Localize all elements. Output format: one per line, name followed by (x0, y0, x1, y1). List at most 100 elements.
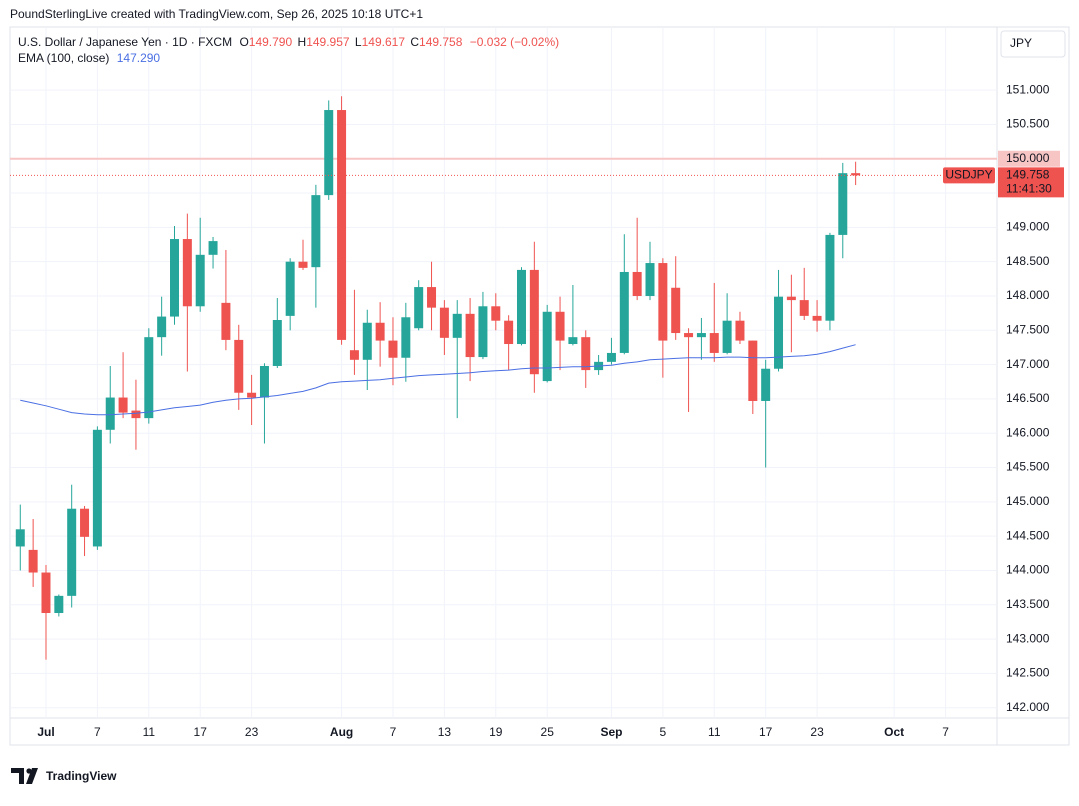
candle (581, 330, 591, 388)
candle (478, 291, 488, 360)
candle (144, 328, 154, 424)
candle (504, 315, 514, 371)
candle (735, 311, 745, 345)
candle (349, 289, 359, 375)
legend-label: C (410, 35, 419, 49)
candle-body (478, 306, 488, 358)
candle (632, 217, 642, 301)
candle-body (516, 269, 526, 345)
candle-body (362, 322, 372, 360)
candle (311, 184, 321, 308)
candle (41, 564, 51, 660)
candle-body (349, 350, 359, 360)
symbol-box (943, 167, 995, 184)
candle-body (684, 333, 694, 338)
grid (10, 27, 997, 718)
candle (80, 505, 90, 557)
candle-body (568, 337, 578, 345)
candle-body (722, 320, 732, 353)
candle-body (182, 239, 192, 307)
x-tick-label: Jul (37, 725, 54, 739)
candle (452, 300, 462, 419)
candle-body (671, 287, 681, 334)
x-tick-label: 7 (390, 725, 397, 739)
candle-body (401, 317, 411, 358)
x-tick-label: 5 (660, 725, 667, 739)
candle-body (748, 340, 758, 401)
candle (67, 484, 77, 608)
candle (786, 274, 796, 353)
candle-body (606, 352, 616, 362)
candle (234, 324, 244, 410)
candle-body (825, 234, 835, 321)
candle (375, 302, 385, 367)
candle-body (799, 300, 809, 316)
brand: TradingView (46, 769, 117, 783)
candle-body (388, 340, 398, 358)
candle (427, 261, 437, 331)
candle (439, 300, 449, 356)
legend-value: 149.617 (362, 35, 406, 49)
x-tick-label: Sep (600, 725, 622, 739)
candle-body (92, 429, 102, 547)
candle-body (221, 302, 231, 340)
candle-body (285, 261, 295, 316)
x-tick-label: 23 (245, 725, 259, 739)
candle-body (311, 195, 321, 268)
candle (15, 504, 25, 571)
candle-body (80, 508, 90, 537)
candle (324, 100, 334, 200)
x-tick-label: 25 (541, 725, 555, 739)
candle-body (504, 320, 514, 345)
candle (259, 363, 269, 444)
legend-value: 149.758 (419, 35, 463, 49)
candle-body (144, 337, 154, 419)
candle (195, 217, 205, 312)
y-tick-label: 143.000 (1006, 631, 1050, 645)
y-tick-label: 146.000 (1006, 425, 1050, 439)
x-tick-label: 11 (708, 725, 721, 739)
candle-body (645, 263, 655, 296)
legend-value: 149.790 (249, 35, 293, 49)
symbol-title: U.S. Dollar / Japanese Yen · 1D · FXCM (18, 35, 232, 49)
y-tick-label: 146.500 (1006, 391, 1050, 405)
logo-icon (11, 768, 38, 784)
candle-body (709, 333, 719, 353)
candle-body (259, 365, 269, 398)
candle-body (838, 173, 848, 235)
candle-body (54, 595, 64, 614)
y-tick-label: 144.500 (1006, 528, 1050, 542)
candle-body (452, 313, 462, 338)
candle (542, 304, 552, 383)
x-tick-label: 7 (94, 725, 101, 739)
candle-body (105, 397, 115, 430)
y-tick-label: 148.500 (1006, 254, 1050, 268)
candle (658, 258, 668, 378)
currency[interactable]: JPY (1010, 36, 1032, 50)
x-tick-label: 17 (194, 725, 208, 739)
candle (606, 337, 616, 365)
candle-body (542, 311, 552, 382)
candle-body (67, 508, 77, 596)
candle-body (491, 306, 501, 321)
candle (105, 365, 115, 444)
y-tick-label: 145.500 (1006, 460, 1050, 474)
candle (619, 234, 629, 355)
candle-body (324, 110, 334, 196)
candle (285, 258, 295, 331)
candle (221, 250, 231, 351)
logo: TradingView (11, 768, 117, 784)
currency-button[interactable] (1000, 30, 1066, 58)
candle-body (465, 313, 475, 358)
plot (10, 96, 997, 660)
candle-body (658, 263, 668, 341)
candle (722, 293, 732, 355)
y-tick-label: 142.000 (1006, 700, 1050, 714)
y-tick-label: 145.000 (1006, 494, 1050, 508)
candle (247, 374, 257, 425)
candle (696, 317, 706, 360)
y-tick-label: 150.500 (1006, 117, 1050, 131)
candle-body (555, 311, 565, 341)
candle-body (696, 333, 706, 338)
candle-body (774, 296, 784, 369)
